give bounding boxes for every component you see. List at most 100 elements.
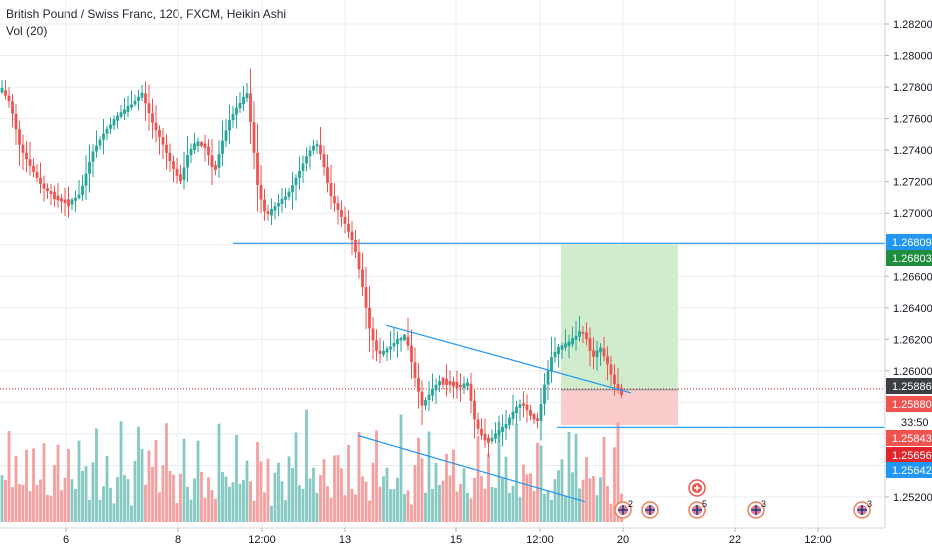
calendar-event-1[interactable]: 2 (614, 499, 633, 519)
volume-bar (347, 444, 350, 522)
volume-bar (67, 448, 70, 522)
chart-legend: British Pound / Swiss Franc, 120, FXCM, … (6, 6, 286, 40)
price-label-bg (886, 462, 932, 478)
candle-body (602, 348, 606, 357)
candle-body (560, 345, 564, 350)
volume-bar (340, 468, 343, 522)
candle-body (599, 347, 602, 353)
volume-bar (235, 434, 238, 522)
candle-body (364, 287, 368, 308)
trendline-2[interactable] (357, 434, 586, 503)
volume-bar (252, 500, 256, 522)
price-label: 1.25880 (886, 396, 932, 412)
volume-bar (315, 492, 319, 522)
volume-bar (413, 465, 417, 522)
volume-bar (501, 478, 504, 522)
calendar-event-3[interactable]: 5 (688, 499, 707, 519)
volume-bar (417, 437, 420, 522)
candle-body (476, 419, 480, 429)
volume-bar (308, 478, 312, 522)
trendlines (357, 324, 632, 503)
candle-body (200, 142, 203, 146)
candle-body (252, 122, 256, 153)
candle-body (592, 350, 595, 357)
candle-body (25, 152, 28, 160)
volume-bar (599, 477, 602, 522)
volume-bar (343, 495, 347, 522)
time-tick-label: 15 (450, 534, 462, 546)
candle-body (557, 346, 560, 355)
time-tick-label: 6 (63, 534, 69, 546)
stop-zone[interactable] (561, 389, 678, 426)
price-label: 1.25886 (886, 378, 932, 394)
price-label-bg (886, 234, 932, 250)
candle-body (322, 154, 326, 168)
volume-bar (406, 490, 410, 522)
volume-bar (161, 465, 165, 522)
grid (0, 0, 885, 528)
volume-bar (515, 423, 518, 522)
candle-body (448, 381, 452, 385)
calendar-event-4[interactable]: 3 (747, 499, 766, 519)
event-markers: 2 5 3 3 (614, 479, 872, 519)
candle-body (501, 426, 504, 432)
candle-body (53, 191, 56, 200)
candle-body (392, 343, 396, 347)
volume-bar (207, 477, 210, 522)
volume-bar (606, 486, 609, 522)
volume-bar (602, 436, 606, 522)
volume-bar (56, 444, 60, 522)
volume-bar (186, 486, 189, 522)
volume-bar (158, 492, 161, 522)
volume-bar (46, 494, 49, 522)
candle-body (497, 429, 501, 436)
volume-bar (441, 480, 445, 522)
volume-bar (14, 456, 18, 522)
volume-bar (557, 470, 560, 522)
volume-bar (431, 488, 434, 522)
volume-bar (427, 431, 431, 522)
volume-bar (119, 421, 123, 522)
volume-bar (466, 492, 469, 522)
candle-body (98, 139, 102, 146)
candle-body (172, 161, 175, 169)
candle-body (266, 211, 270, 215)
volume-bar (109, 487, 112, 522)
volume-bar (189, 499, 193, 522)
candle-body (291, 185, 294, 193)
candle-body (105, 128, 109, 134)
volume-bar (70, 479, 74, 522)
candle-body (532, 413, 536, 420)
candle-body (151, 113, 154, 123)
candle-body (112, 119, 116, 126)
candle-body (564, 343, 567, 348)
trendline-1[interactable] (385, 324, 632, 394)
volume-bar (88, 499, 91, 522)
volume-bar (476, 436, 480, 522)
calendar-event-2[interactable] (641, 501, 659, 519)
volume-bar (179, 473, 182, 522)
candle-body (595, 350, 599, 358)
volume-bar (546, 491, 550, 522)
volume-bar (595, 495, 599, 522)
candle-body (301, 163, 305, 171)
volume-bar (448, 475, 452, 522)
price-tick-label: 1.28000 (893, 51, 932, 63)
volume-bar (305, 409, 308, 522)
volume-bar (357, 431, 361, 522)
alert-marker[interactable] (688, 479, 706, 497)
price-tick-label: 1.26200 (893, 334, 932, 346)
candle-body (319, 144, 322, 155)
candle-body (165, 144, 168, 153)
target-zone[interactable] (561, 244, 678, 390)
volume-bar (434, 462, 438, 522)
volume-bar (455, 491, 459, 522)
candle-body (550, 357, 553, 371)
candle-body (333, 196, 336, 204)
calendar-event-5[interactable]: 3 (853, 499, 872, 519)
candle-body (196, 141, 200, 147)
volume-bar (74, 488, 77, 522)
candle-body (308, 150, 312, 157)
price-tick-label: 1.28200 (893, 19, 932, 31)
